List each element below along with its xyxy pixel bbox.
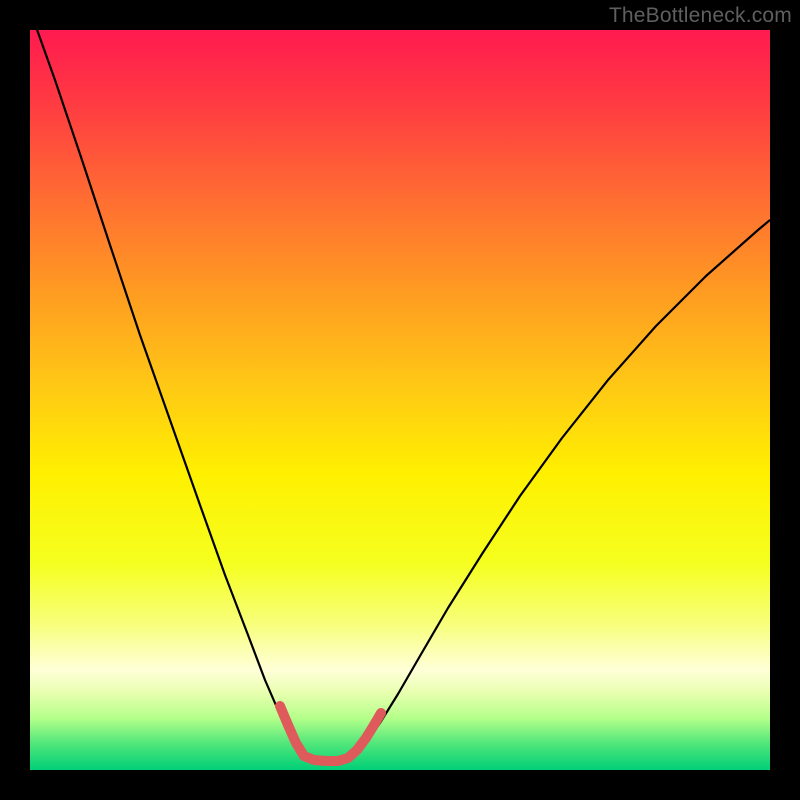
gradient-background	[30, 30, 770, 770]
chart-svg	[30, 30, 770, 770]
chart-canvas: TheBottleneck.com	[0, 0, 800, 800]
watermark-text: TheBottleneck.com	[609, 4, 792, 28]
plot-area	[30, 30, 770, 770]
